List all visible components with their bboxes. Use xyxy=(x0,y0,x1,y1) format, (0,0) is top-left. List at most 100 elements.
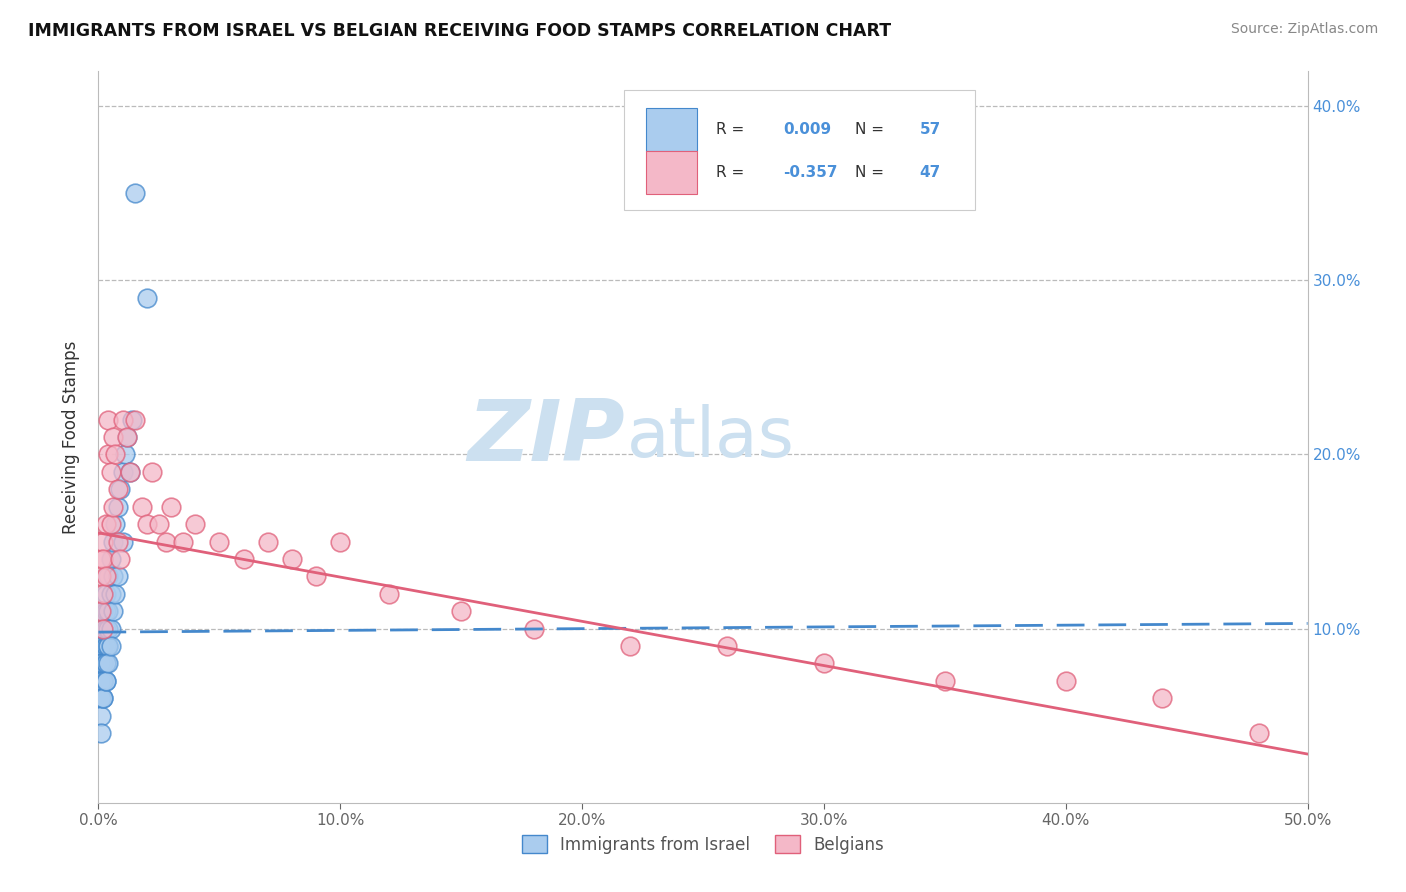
Text: R =: R = xyxy=(716,122,749,137)
Point xyxy=(107,483,129,497)
Point xyxy=(91,673,114,688)
Point xyxy=(101,569,124,583)
Point xyxy=(124,412,146,426)
Point xyxy=(90,673,112,688)
Point xyxy=(160,500,183,514)
Point xyxy=(90,691,112,706)
Point xyxy=(377,587,399,601)
Point xyxy=(184,517,207,532)
Point xyxy=(91,534,114,549)
Point xyxy=(813,657,835,671)
Point xyxy=(1249,726,1271,740)
Point xyxy=(90,569,112,583)
Point xyxy=(97,639,120,653)
Point xyxy=(94,639,117,653)
Point xyxy=(94,673,117,688)
Point xyxy=(91,604,114,618)
Point xyxy=(100,622,122,636)
Point xyxy=(117,430,139,444)
FancyBboxPatch shape xyxy=(647,108,697,152)
Point xyxy=(716,639,738,653)
Point xyxy=(104,448,127,462)
Point xyxy=(172,534,194,549)
Text: -0.357: -0.357 xyxy=(783,165,838,180)
Point xyxy=(90,657,112,671)
Point xyxy=(329,534,352,549)
Point xyxy=(118,465,141,479)
Point xyxy=(90,673,112,688)
Point xyxy=(117,430,139,444)
Point xyxy=(450,604,472,618)
Point xyxy=(90,691,112,706)
Point xyxy=(90,726,112,740)
Point xyxy=(97,412,120,426)
Point xyxy=(91,657,114,671)
Point xyxy=(1054,673,1077,688)
FancyBboxPatch shape xyxy=(624,90,976,211)
Point xyxy=(121,412,143,426)
Point xyxy=(94,517,117,532)
Point xyxy=(90,639,112,653)
Point xyxy=(101,430,124,444)
Point xyxy=(97,569,120,583)
Text: 0.009: 0.009 xyxy=(783,122,831,137)
Point xyxy=(101,604,124,618)
Text: Source: ZipAtlas.com: Source: ZipAtlas.com xyxy=(1230,22,1378,37)
Point xyxy=(91,691,114,706)
Point xyxy=(97,657,120,671)
Point xyxy=(97,622,120,636)
Point xyxy=(94,673,117,688)
Point xyxy=(100,465,122,479)
Point xyxy=(155,534,177,549)
Point xyxy=(619,639,641,653)
Legend: Immigrants from Israel, Belgians: Immigrants from Israel, Belgians xyxy=(515,829,891,860)
Point xyxy=(135,517,157,532)
Point xyxy=(91,639,114,653)
Point xyxy=(523,622,546,636)
Point xyxy=(90,552,112,566)
Point xyxy=(111,412,134,426)
Point xyxy=(135,291,157,305)
Point xyxy=(91,691,114,706)
Point xyxy=(97,604,120,618)
Point xyxy=(148,517,170,532)
Point xyxy=(232,552,254,566)
Point xyxy=(91,639,114,653)
Point xyxy=(90,708,112,723)
Point xyxy=(91,622,114,636)
Point xyxy=(107,569,129,583)
Point xyxy=(208,534,231,549)
Point xyxy=(101,500,124,514)
Point xyxy=(91,657,114,671)
Point xyxy=(91,657,114,671)
Point xyxy=(94,657,117,671)
Point xyxy=(131,500,153,514)
Point xyxy=(107,534,129,549)
Text: N =: N = xyxy=(855,165,889,180)
Point xyxy=(90,673,112,688)
Point xyxy=(94,622,117,636)
Text: atlas: atlas xyxy=(627,403,794,471)
Point xyxy=(91,673,114,688)
Point xyxy=(97,639,120,653)
Point xyxy=(94,657,117,671)
Point xyxy=(141,465,163,479)
Text: IMMIGRANTS FROM ISRAEL VS BELGIAN RECEIVING FOOD STAMPS CORRELATION CHART: IMMIGRANTS FROM ISRAEL VS BELGIAN RECEIV… xyxy=(28,22,891,40)
Point xyxy=(114,448,136,462)
Point xyxy=(100,639,122,653)
Point xyxy=(100,587,122,601)
Y-axis label: Receiving Food Stamps: Receiving Food Stamps xyxy=(62,341,80,533)
Point xyxy=(104,517,127,532)
Point xyxy=(91,587,114,601)
Point xyxy=(90,604,112,618)
Point xyxy=(91,622,114,636)
Text: 47: 47 xyxy=(920,165,941,180)
Point xyxy=(94,604,117,618)
Point xyxy=(107,500,129,514)
Point xyxy=(111,465,134,479)
Point xyxy=(256,534,278,549)
Point xyxy=(94,587,117,601)
Point xyxy=(91,673,114,688)
Point xyxy=(97,448,120,462)
Point xyxy=(100,552,122,566)
